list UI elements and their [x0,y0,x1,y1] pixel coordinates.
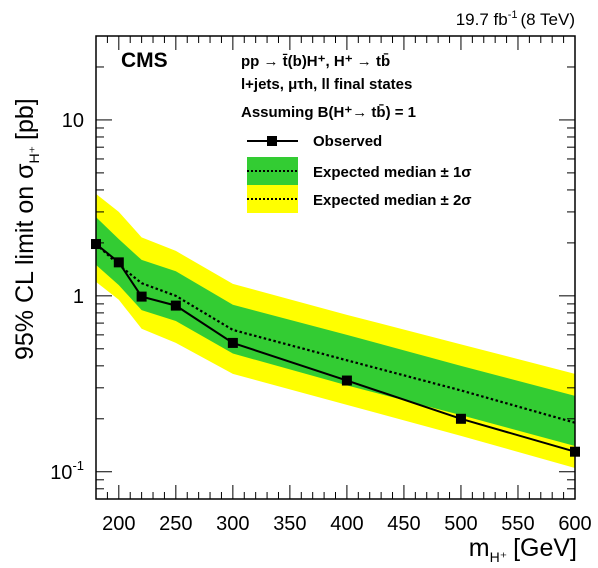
x-tick-label: 550 [501,513,534,535]
y-axis-label-main: 95% CL limit on σ [11,163,39,360]
y-axis-label-sub: H⁺ [26,146,42,164]
observed-line [95,243,576,453]
x-tick-label: 350 [273,513,306,535]
y-tick-base: 1 [73,286,84,308]
x-tick-label: 600 [558,513,591,535]
observed-point [136,291,147,302]
lumi-label: 19.7 fb-1 (8 TeV) [456,9,575,29]
y-tick-base: 10 [62,110,84,132]
x-tick-label: 400 [330,513,363,535]
y-tick-label: 10 [62,110,84,132]
lumi-value: 19.7 fb [456,10,508,29]
experiment-label: CMS [121,49,168,72]
x-tick-label: 450 [387,513,420,535]
y-tick-base: 10 [50,462,72,484]
bands-layer [96,193,575,469]
legend-2sigma-label: Expected median ± 2σ [313,192,472,209]
observed-point [227,337,238,348]
x-axis-label-main: m [469,534,490,562]
y-tick-label: 10-1 [50,458,84,484]
legend-observed-marker [267,136,277,146]
lumi-energy: (8 TeV) [521,10,576,29]
observed-point [341,375,352,386]
x-tick-label: 500 [444,513,477,535]
final-states-text: l+jets, μτh, ll final states [241,76,412,93]
assumption-text: Assuming B(H⁺→ tb̄) = 1 [241,103,416,121]
y-tick-label: 1 [73,286,84,308]
lumi-exponent: -1 [508,9,518,21]
x-tick-label: 250 [159,513,192,535]
x-axis-label: mH⁺ [GeV] [469,534,577,565]
observed-point [170,300,181,311]
band-2sigma [96,193,575,469]
x-axis-label-unit: [GeV] [513,534,577,562]
band-1sigma [96,217,575,447]
observed-point [455,413,466,424]
ticks-layer [95,35,576,500]
x-tick-label: 200 [102,513,135,535]
y-axis-label-unit: [pb] [11,98,39,140]
legend-observed-label: Observed [313,133,382,150]
process-text: pp → t̄(b)H⁺, H⁺ → tb̄ [241,52,390,70]
x-axis-label-sub: H⁺ [490,549,508,565]
x-tick-label: 300 [216,513,249,535]
observed-point [113,257,124,268]
legend: Observed Expected median ± 1σ Expected m… [247,133,472,213]
legend-1sigma-label: Expected median ± 1σ [313,164,472,181]
y-tick-exponent: -1 [72,458,84,473]
y-axis-label: 95% CL limit on σH⁺ [pb] [11,98,42,360]
